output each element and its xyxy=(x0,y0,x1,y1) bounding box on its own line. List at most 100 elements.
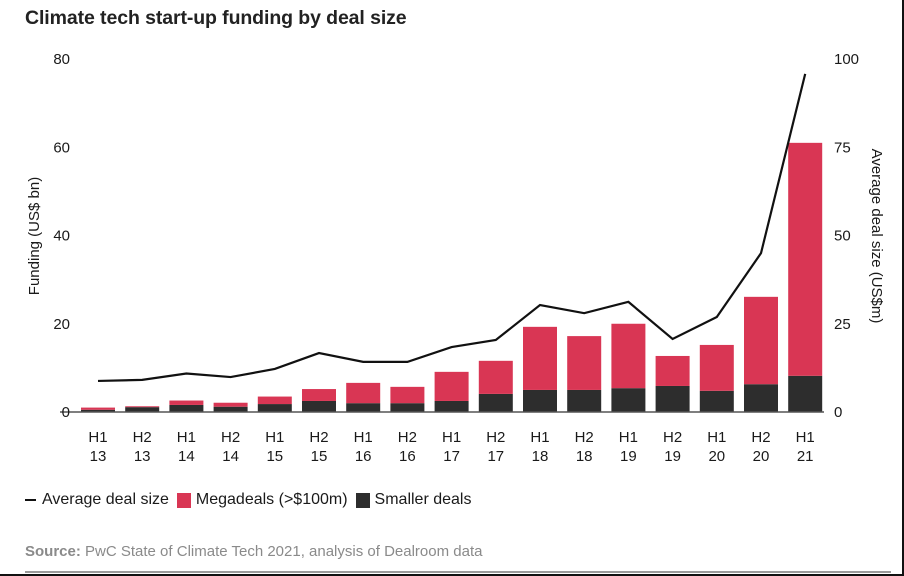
bar-smaller-deals xyxy=(434,400,469,412)
left-axis-ticks: 0 20 40 60 80 xyxy=(53,51,70,421)
legend-label-average-deal-size: Average deal size xyxy=(42,491,169,508)
x-axis-tick-label-year: 21 xyxy=(797,448,814,465)
x-axis-tick-label-half: H2 xyxy=(486,429,505,446)
bar-smaller-deals xyxy=(478,393,513,412)
bar-megadeals xyxy=(434,371,469,401)
legend-line-swatch xyxy=(25,499,36,501)
x-axis-tick-label-year: 13 xyxy=(134,448,151,465)
bar-smaller-deals xyxy=(655,385,690,412)
x-axis-ticks: H1 13 H2 13 H1 14 H2 14 H1 15 H2 15 H1 16 H2 16 H1 17 H2 17… xyxy=(88,429,814,465)
right-axis-tick-label: 25 xyxy=(834,316,851,333)
x-axis-tick-label-half: H1 xyxy=(530,429,549,446)
line-average-deal-size xyxy=(97,73,807,383)
x-axis-tick-label-half: H1 xyxy=(177,429,196,446)
frame-border-bottom xyxy=(0,574,904,576)
bar-megadeals xyxy=(257,396,292,405)
x-axis-tick-label-half: H1 xyxy=(707,429,726,446)
right-axis-tick-label: 0 xyxy=(834,404,842,421)
bar-smaller-deals xyxy=(699,390,734,412)
legend-label-smaller-deals: Smaller deals xyxy=(374,491,472,508)
bar-smaller-deals xyxy=(744,384,778,412)
bar-smaller-deals xyxy=(213,406,248,412)
bar-smaller-deals xyxy=(523,389,557,412)
x-axis-tick-label-year: 19 xyxy=(620,448,637,465)
bar-smaller-deals xyxy=(169,404,204,412)
bar-megadeals xyxy=(699,344,734,391)
line-group xyxy=(97,73,807,383)
right-axis-tick-label: 100 xyxy=(834,51,859,68)
right-axis-title: Average deal size (US$m) xyxy=(868,149,885,324)
source-prefix: Source: xyxy=(25,543,81,560)
source-text: PwC State of Climate Tech 2021, analysis… xyxy=(80,543,483,560)
x-axis-tick-label-year: 18 xyxy=(576,448,593,465)
x-axis-tick-label-half: H2 xyxy=(309,429,328,446)
left-axis-tick-label: 0 xyxy=(62,404,70,421)
legend-megadeals-swatch xyxy=(176,492,191,508)
legend-item-megadeals: Megadeals (>$100m) xyxy=(176,491,348,509)
left-axis-tick-label: 60 xyxy=(53,139,70,156)
bar-megadeals xyxy=(478,360,513,394)
x-axis-tick-label-half: H1 xyxy=(265,429,284,446)
x-axis-tick-label-year: 18 xyxy=(532,448,549,465)
bar-smaller-deals xyxy=(257,404,292,412)
left-axis-tick-label: 20 xyxy=(53,316,70,333)
legend-smaller-deals-swatch xyxy=(355,492,370,508)
x-axis-tick-label-year: 15 xyxy=(266,448,283,465)
bar-megadeals xyxy=(611,323,646,389)
bar-smaller-deals xyxy=(611,388,646,412)
x-axis-tick-label-half: H2 xyxy=(751,429,770,446)
x-axis-tick-label-year: 15 xyxy=(311,448,328,465)
legend: Average deal size Megadeals (>$100m) Sma… xyxy=(25,491,479,509)
left-axis-title: Funding (US$ bn) xyxy=(26,177,43,295)
bar-smaller-deals xyxy=(346,403,381,412)
legend-item-smaller-deals: Smaller deals xyxy=(355,491,472,509)
x-axis-tick-label-year: 17 xyxy=(443,448,460,465)
x-axis-tick-label-half: H2 xyxy=(663,429,682,446)
bar-megadeals xyxy=(744,296,778,385)
bars-group xyxy=(81,142,823,412)
bar-smaller-deals xyxy=(788,375,823,412)
bar-megadeals xyxy=(213,402,248,407)
x-axis-tick-label-year: 16 xyxy=(355,448,372,465)
x-axis-tick-label-year: 20 xyxy=(708,448,725,465)
bar-megadeals xyxy=(788,142,823,376)
x-axis-tick-label-year: 14 xyxy=(178,448,195,465)
legend-item-average-deal-size: Average deal size xyxy=(25,491,169,509)
x-axis-tick-label-year: 16 xyxy=(399,448,416,465)
right-axis-ticks: 0 25 50 75 100 xyxy=(834,51,859,421)
legend-label-megadeals: Megadeals (>$100m) xyxy=(195,491,348,508)
bar-megadeals xyxy=(346,382,381,404)
x-axis-tick-label-year: 20 xyxy=(753,448,770,465)
x-axis-tick-label-half: H1 xyxy=(796,429,815,446)
x-axis-tick-label-half: H2 xyxy=(221,429,240,446)
bar-smaller-deals xyxy=(567,389,602,412)
x-axis-tick-label-half: H2 xyxy=(398,429,417,446)
source-note: Source: PwC State of Climate Tech 2021, … xyxy=(25,543,482,560)
chart-title: Climate tech start-up funding by deal si… xyxy=(25,7,407,29)
x-axis-tick-label-half: H1 xyxy=(354,429,373,446)
bar-smaller-deals xyxy=(302,400,336,412)
bar-megadeals xyxy=(567,336,602,390)
x-axis-tick-label-half: H1 xyxy=(442,429,461,446)
x-axis-tick-label-year: 14 xyxy=(222,448,239,465)
bar-smaller-deals xyxy=(125,407,160,412)
right-axis-tick-label: 75 xyxy=(834,139,851,156)
x-axis-tick-label-half: H2 xyxy=(133,429,152,446)
frame-border-right xyxy=(902,0,904,576)
bar-smaller-deals xyxy=(81,409,115,412)
x-axis-tick-label-half: H1 xyxy=(619,429,638,446)
bar-megadeals xyxy=(390,386,425,404)
right-axis-tick-label: 50 xyxy=(834,228,851,245)
x-axis-tick-label-half: H1 xyxy=(88,429,107,446)
x-axis-tick-label-year: 13 xyxy=(90,448,107,465)
x-axis-tick-label-year: 17 xyxy=(487,448,504,465)
bar-megadeals xyxy=(655,355,690,386)
left-axis-tick-label: 80 xyxy=(53,51,70,68)
bar-smaller-deals xyxy=(390,403,425,412)
left-axis-tick-label: 40 xyxy=(53,228,70,245)
bar-megadeals xyxy=(81,407,115,410)
bar-megadeals xyxy=(169,400,204,405)
x-axis-tick-label-year: 19 xyxy=(664,448,681,465)
bottom-rule xyxy=(25,571,891,573)
bar-megadeals xyxy=(523,326,557,390)
